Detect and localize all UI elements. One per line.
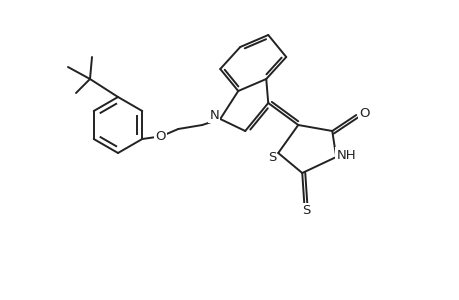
Text: NH: NH <box>336 148 355 161</box>
Text: N: N <box>209 109 218 122</box>
Text: O: O <box>358 106 369 119</box>
Text: S: S <box>302 205 310 218</box>
Text: O: O <box>155 130 165 142</box>
Text: S: S <box>268 151 276 164</box>
